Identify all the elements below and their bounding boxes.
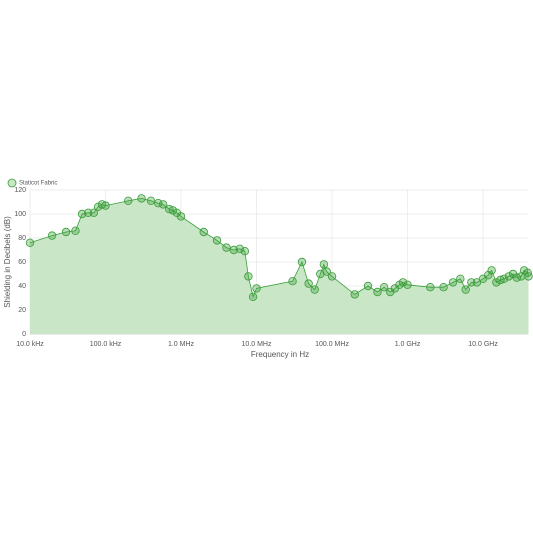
x-tick-label: 10.0 GHz [468, 341, 498, 348]
point [124, 196, 133, 205]
point [176, 212, 186, 221]
point [71, 226, 80, 235]
point [240, 246, 250, 256]
x-tick-label: 1.0 GHz [395, 341, 421, 348]
point [252, 284, 261, 293]
point [322, 267, 331, 276]
point [499, 274, 509, 283]
point [456, 274, 465, 283]
point [487, 266, 496, 275]
point [316, 269, 325, 279]
point [158, 200, 168, 209]
y-tick-label: 0 [22, 331, 26, 338]
point [524, 272, 533, 281]
point [373, 287, 382, 297]
x-tick-label: 10.0 MHz [242, 341, 272, 348]
point [244, 272, 253, 281]
y-tick-label: 60 [18, 259, 26, 266]
x-tick-label: 100.0 MHz [315, 341, 349, 348]
y-tick-label: 100 [14, 211, 26, 218]
y-axis-title: Shielding in Decibels (dB) [3, 216, 12, 308]
point [439, 283, 448, 292]
point [89, 208, 99, 217]
point [398, 278, 408, 287]
point [403, 280, 412, 289]
y-tick-label: 80 [18, 235, 26, 242]
legend-marker [7, 178, 17, 188]
point [154, 198, 163, 208]
point [77, 209, 87, 219]
point [61, 227, 71, 237]
point [492, 278, 501, 287]
point [297, 257, 307, 267]
point [379, 283, 389, 292]
point [363, 281, 373, 291]
point [146, 196, 156, 205]
point [350, 290, 359, 299]
x-tick-label: 10.0 kHz [16, 341, 44, 348]
point [319, 260, 329, 269]
point [472, 278, 482, 287]
point [304, 279, 313, 288]
point [504, 272, 514, 281]
y-tick-label: 20 [18, 307, 26, 314]
point [137, 194, 146, 203]
legend-label: Staticot Fabric [19, 181, 57, 187]
point [288, 277, 297, 286]
point [235, 244, 244, 253]
y-tick-label: 120 [14, 187, 26, 194]
point [448, 278, 458, 287]
x-tick-label: 100.0 kHz [90, 341, 122, 348]
x-axis-title: Frequency in Hz [251, 350, 309, 359]
x-tick-label: 1.0 MHz [168, 341, 195, 348]
point [310, 285, 319, 294]
point [25, 238, 35, 247]
point [327, 272, 337, 281]
point [222, 243, 231, 252]
point [461, 285, 470, 294]
point [212, 236, 222, 245]
point [199, 227, 208, 237]
point [248, 292, 258, 301]
area [30, 198, 529, 334]
point [101, 201, 110, 210]
point [426, 283, 435, 292]
y-tick-label: 40 [18, 283, 26, 290]
point [47, 231, 57, 240]
